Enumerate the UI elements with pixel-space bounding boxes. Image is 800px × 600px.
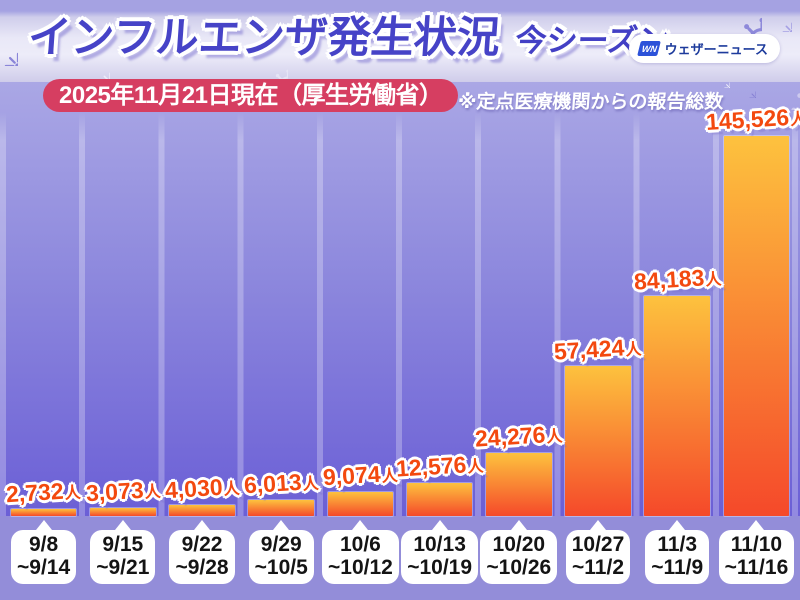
bar-value-label: 84,183人 — [633, 263, 722, 295]
page-title: インフルエンザ発生状況 — [26, 14, 502, 62]
period-start: 11/3 — [657, 533, 698, 556]
bar-value: 3,073 — [84, 476, 144, 507]
bar-value: 84,183 — [632, 264, 705, 295]
bars-row: 2,732人 3,073人 4,030人 6,013人 9,074人 12,576人 24,… — [4, 104, 800, 516]
bar-column: 4,030人 — [162, 473, 241, 516]
period-start: 9/22 — [181, 533, 223, 556]
bar-value-label: 4,030人 — [164, 473, 240, 505]
unit-suffix: 人 — [790, 110, 800, 129]
x-axis-label: 10/6 ~10/12 — [322, 530, 399, 584]
bar-value: 12,576 — [395, 451, 468, 482]
x-axis-cell: 10/20 ~10/26 — [479, 519, 558, 584]
x-axis-cell: 10/6 ~10/12 — [321, 519, 400, 584]
bar-value: 24,276 — [474, 421, 547, 452]
x-axis-cell: 11/10 ~11/16 — [717, 519, 796, 584]
period-end: ~10/19 — [407, 556, 473, 579]
bar — [644, 296, 711, 516]
period-start: 10/13 — [413, 533, 466, 556]
bar-value-label: 57,424人 — [554, 333, 643, 365]
period-start: 9/29 — [260, 533, 302, 556]
x-axis-label: 9/15 ~9/21 — [90, 530, 156, 584]
x-axis-cell: 10/13 ~10/19 — [400, 519, 479, 584]
bar-column: 57,424人 — [554, 334, 642, 516]
period-end: ~9/28 — [175, 556, 229, 579]
bar — [723, 136, 790, 516]
period-end: ~10/26 — [486, 556, 552, 579]
bar — [248, 500, 315, 516]
x-axis-label: 11/3 ~11/9 — [645, 530, 710, 584]
bar — [485, 453, 552, 516]
unit-suffix: 人 — [64, 484, 82, 503]
bar-column: 12,576人 — [395, 451, 484, 516]
x-axis-cell: 9/22 ~9/28 — [162, 519, 241, 584]
x-axis-label: 10/27 ~11/2 — [565, 530, 631, 584]
x-axis-label: 10/13 ~10/19 — [401, 530, 479, 584]
bar — [89, 508, 156, 516]
x-axis-cell: 9/8 ~9/14 — [4, 519, 83, 584]
unit-suffix: 人 — [704, 271, 722, 290]
bar — [327, 492, 394, 516]
period-end: ~10/12 — [328, 556, 393, 579]
bar — [565, 366, 631, 516]
bar-value-label: 145,526人 — [706, 103, 800, 136]
period-end: ~11/9 — [651, 556, 704, 579]
bar-value-label: 12,576人 — [395, 450, 484, 482]
bar-value: 4,030 — [163, 473, 224, 504]
bar-value: 6,013 — [243, 468, 303, 499]
period-start: 10/6 — [339, 533, 381, 556]
period-start: 10/20 — [492, 533, 546, 556]
bar-value-label: 6,013人 — [243, 468, 319, 500]
period-end: ~11/16 — [724, 556, 789, 579]
period-start: 9/15 — [102, 533, 144, 556]
bar-column: 3,073人 — [83, 476, 162, 516]
bar-value-label: 24,276人 — [474, 420, 563, 452]
wn-logo-icon: WN — [636, 41, 661, 56]
x-axis-label: 9/29 ~10/5 — [248, 530, 314, 584]
weathernews-logo: WN ウェザーニュース — [628, 34, 780, 63]
bar — [406, 483, 473, 516]
unit-suffix: 人 — [625, 341, 643, 360]
unit-suffix: 人 — [302, 475, 320, 494]
bar-column: 84,183人 — [633, 264, 722, 516]
unit-suffix: 人 — [222, 480, 240, 499]
bar-column: 6,013人 — [242, 468, 321, 516]
unit-suffix: 人 — [466, 458, 484, 477]
x-axis-cell: 9/15 ~9/21 — [83, 519, 162, 584]
x-axis-cell: 11/3 ~11/9 — [638, 519, 717, 584]
date-badge: 2025年11月21日現在（厚生労働省） — [43, 79, 459, 112]
bar-column: 24,276人 — [474, 421, 563, 516]
bar — [169, 505, 235, 516]
bar-value: 9,074 — [322, 460, 382, 491]
period-end: ~10/5 — [254, 556, 308, 579]
bar-value: 2,732 — [5, 477, 65, 508]
unit-suffix: 人 — [143, 483, 161, 502]
bar — [10, 509, 77, 516]
x-axis-label: 10/20 ~10/26 — [480, 530, 558, 584]
x-axis-row: 9/8 ~9/14 9/15 ~9/21 9/22 ~9/28 9/29 ~10/5 10/6 ~… — [4, 519, 796, 584]
bar-column: 145,526人 — [706, 104, 800, 516]
period-start: 10/27 — [571, 533, 625, 556]
logo-name: ウェザーニュース — [664, 42, 768, 57]
title-row: インフルエンザ発生状況 今シーズン — [26, 14, 671, 63]
period-start: 9/8 — [29, 533, 59, 556]
unit-suffix: 人 — [546, 428, 564, 447]
bar-column: 2,732人 — [4, 477, 83, 516]
x-axis-cell: 10/27 ~11/2 — [558, 519, 637, 584]
period-end: ~11/2 — [572, 556, 624, 579]
x-axis-label: 11/10 ~11/16 — [718, 530, 795, 584]
period-end: ~9/14 — [17, 556, 71, 579]
x-axis-label: 9/8 ~9/14 — [11, 530, 77, 584]
bar-value-label: 3,073人 — [85, 476, 161, 508]
period-end: ~9/21 — [96, 556, 150, 579]
bar-column: 9,074人 — [321, 460, 400, 516]
bar-value-label: 9,074人 — [322, 460, 398, 492]
bar-value: 145,526 — [705, 104, 791, 136]
period-start: 11/10 — [730, 533, 783, 556]
bar-value: 57,424 — [553, 334, 626, 365]
bar-value-label: 2,732人 — [6, 477, 82, 509]
x-axis-cell: 9/29 ~10/5 — [242, 519, 321, 584]
x-axis-label: 9/22 ~9/28 — [169, 530, 235, 584]
